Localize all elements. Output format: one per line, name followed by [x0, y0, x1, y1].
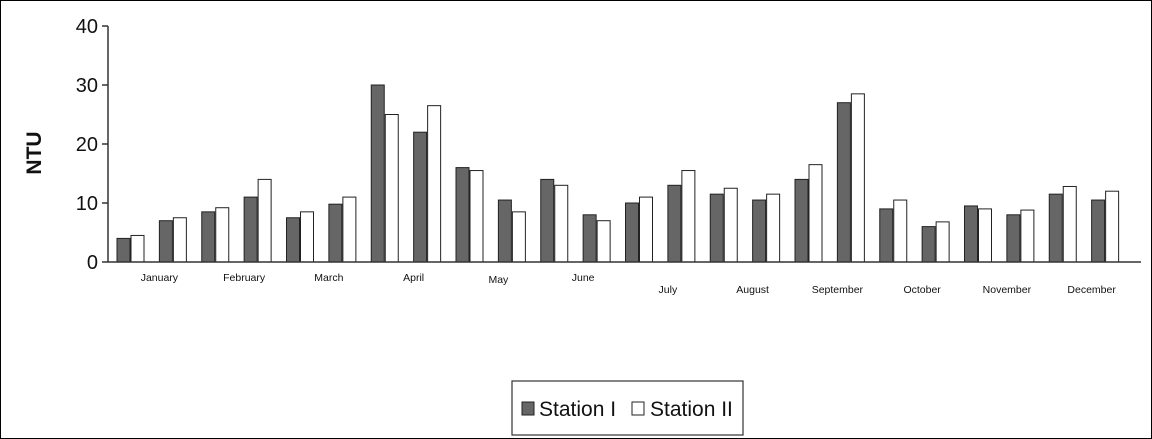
legend-label-station-1: Station I	[539, 398, 616, 421]
bar-station-2	[681, 170, 696, 263]
bar-station-2	[596, 220, 611, 263]
bar-station-2	[1062, 185, 1077, 263]
category-label-january: January	[141, 272, 179, 284]
category-label-august: August	[736, 284, 769, 296]
legend-box	[511, 380, 744, 436]
bar-station-2	[935, 221, 950, 263]
bar-station-2	[1020, 209, 1035, 263]
bar-station-1	[625, 202, 639, 263]
bar-station-2	[469, 170, 484, 263]
bar-station-2	[766, 193, 781, 263]
bar-station-1	[286, 217, 300, 263]
bar-station-1	[497, 199, 512, 263]
bar-station-1	[1091, 199, 1106, 263]
bar-station-1	[667, 184, 682, 263]
category-label-september: September	[812, 284, 864, 296]
legend-swatch-station-1	[521, 401, 535, 416]
legend-swatch-station-2	[631, 401, 645, 416]
bar-station-2	[893, 199, 908, 263]
bar-station-2	[257, 178, 272, 263]
bar-station-1	[1048, 193, 1063, 263]
y-tick-label: 10	[76, 193, 98, 215]
legend-label-station-2: Station II	[650, 398, 733, 421]
y-tick-label: 0	[87, 252, 98, 274]
category-label-may: May	[488, 274, 509, 286]
bar-station-2	[427, 105, 442, 263]
bar-station-1	[540, 178, 555, 263]
bar-station-1	[370, 84, 385, 263]
bar-station-1	[1006, 214, 1021, 263]
bar-station-2	[639, 196, 653, 263]
bar-station-1	[116, 237, 131, 263]
bar-station-1	[752, 199, 767, 263]
bar-station-2	[172, 217, 187, 263]
bar-station-2	[215, 207, 230, 263]
category-label-april: April	[403, 272, 424, 284]
bar-station-1	[243, 196, 258, 263]
y-tick-label: 40	[76, 16, 98, 38]
bar-station-1	[836, 102, 851, 263]
bar-station-1	[921, 226, 936, 263]
y-ticks-group: 0 10 20 30 40	[76, 16, 108, 274]
y-tick-label: 20	[76, 134, 98, 156]
bar-station-1	[709, 193, 724, 263]
bar-station-2	[384, 114, 399, 263]
bar-station-1	[158, 220, 173, 263]
bar-station-2	[978, 208, 992, 263]
bar-station-2	[1105, 190, 1120, 263]
bar-station-2	[130, 234, 145, 263]
bar-station-1	[455, 167, 470, 263]
bar-station-2	[300, 211, 314, 263]
bar-station-1	[582, 214, 597, 263]
category-label-march: March	[314, 272, 343, 284]
category-label-july: July	[659, 284, 678, 296]
bar-station-1	[879, 208, 894, 263]
bar-station-1	[794, 178, 809, 263]
category-label-november: November	[983, 284, 1032, 296]
bar-station-2	[723, 187, 738, 263]
y-axis-title: NTU	[23, 131, 46, 174]
category-label-october: October	[903, 284, 941, 296]
category-label-june: June	[572, 272, 595, 284]
y-tick-label: 30	[76, 75, 98, 97]
category-label-february: February	[223, 272, 266, 284]
bar-station-1	[201, 211, 216, 263]
bar-station-1	[328, 203, 343, 263]
legend: Station I Station II	[511, 380, 744, 436]
category-label-december: December	[1067, 284, 1116, 296]
category-labels-group: January February March April May June July Augu…	[141, 272, 1117, 296]
bar-station-1	[413, 131, 428, 263]
bar-station-2	[511, 211, 526, 263]
bar-station-2	[808, 164, 823, 263]
bar-station-2	[850, 93, 865, 263]
bar-station-1	[964, 205, 978, 263]
bars-group	[116, 84, 1120, 263]
bar-station-2	[554, 184, 569, 263]
bar-station-2	[342, 196, 357, 263]
